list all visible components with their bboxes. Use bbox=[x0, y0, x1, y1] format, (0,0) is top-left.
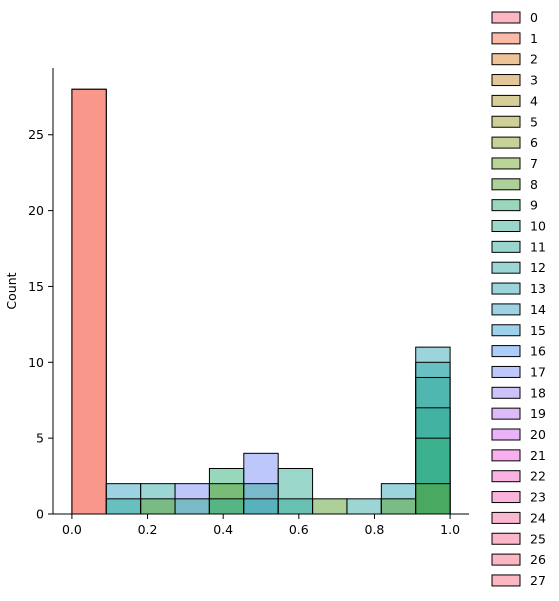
legend-label-1: 1 bbox=[530, 31, 538, 46]
y-axis-label: Count bbox=[4, 272, 19, 309]
legend-swatch-24 bbox=[491, 511, 521, 524]
legend-swatch-25 bbox=[491, 532, 521, 545]
legend-label-11: 11 bbox=[530, 239, 546, 254]
legend-swatch-20 bbox=[491, 428, 521, 441]
x-tick-label: 0.8 bbox=[365, 522, 385, 537]
histogram-bar-series-10-bin-4 bbox=[208, 498, 245, 515]
legend-swatch-7 bbox=[491, 157, 521, 170]
legend-swatch-13 bbox=[491, 282, 521, 295]
legend-label-19: 19 bbox=[530, 406, 546, 421]
legend-label-18: 18 bbox=[530, 385, 546, 400]
x-tick-label: 0.6 bbox=[289, 522, 309, 537]
legend-label-22: 22 bbox=[530, 469, 546, 484]
legend-label-14: 14 bbox=[530, 302, 546, 317]
legend-label-25: 25 bbox=[530, 531, 546, 546]
axes-layer bbox=[52, 68, 469, 515]
y-tick-label: 0 bbox=[36, 507, 44, 522]
legend-label-6: 6 bbox=[530, 135, 538, 150]
histogram-bar-series-12-bin-8 bbox=[346, 498, 382, 515]
legend-label-0: 0 bbox=[530, 10, 538, 25]
legend-label-13: 13 bbox=[530, 281, 546, 296]
legend-label-8: 8 bbox=[530, 177, 538, 192]
legend: 0123456789101112131415161718192021222324… bbox=[491, 10, 546, 588]
histogram-bar-series-8-bin-2 bbox=[140, 498, 176, 515]
ticks-layer: 0.0 0.2 0.4 0.6 0.8 1.0 0 5 10 15 20 25 bbox=[28, 127, 460, 537]
histogram-bar-series-8-bin-7 bbox=[312, 498, 348, 515]
legend-swatch-8 bbox=[491, 178, 521, 191]
legend-swatch-21 bbox=[491, 449, 521, 462]
legend-label-26: 26 bbox=[530, 552, 546, 567]
legend-label-21: 21 bbox=[530, 448, 546, 463]
legend-label-23: 23 bbox=[530, 490, 546, 505]
legend-swatch-14 bbox=[491, 303, 521, 316]
y-tick-label: 20 bbox=[28, 203, 44, 218]
histogram-bar-series-11-bin-1 bbox=[105, 498, 142, 515]
legend-label-27: 27 bbox=[530, 573, 546, 588]
y-tick-label: 5 bbox=[36, 431, 44, 446]
x-tick-label: 1.0 bbox=[440, 522, 460, 537]
legend-label-2: 2 bbox=[530, 52, 538, 67]
legend-label-20: 20 bbox=[530, 427, 546, 442]
legend-swatch-3 bbox=[491, 74, 521, 87]
histogram-bar-series-10-bin-3 bbox=[174, 498, 210, 515]
histogram-bar-series-12-bin-5 bbox=[243, 498, 279, 515]
legend-label-12: 12 bbox=[530, 260, 546, 275]
legend-swatch-9 bbox=[491, 199, 521, 212]
legend-label-4: 4 bbox=[530, 93, 538, 108]
histogram-bar-series-8-bin-9 bbox=[380, 498, 417, 515]
legend-label-17: 17 bbox=[530, 364, 546, 379]
y-tick-label: 25 bbox=[28, 127, 44, 142]
legend-label-5: 5 bbox=[530, 114, 538, 129]
legend-label-7: 7 bbox=[530, 156, 538, 171]
histogram-bar-series-1-bin-0 bbox=[71, 88, 107, 515]
legend-swatch-5 bbox=[491, 115, 521, 128]
bars-layer bbox=[71, 88, 451, 515]
legend-label-15: 15 bbox=[530, 323, 546, 338]
legend-swatch-12 bbox=[491, 261, 521, 274]
legend-swatch-22 bbox=[491, 470, 521, 483]
y-tick-label: 10 bbox=[28, 355, 44, 370]
legend-swatch-27 bbox=[491, 574, 521, 587]
legend-swatch-15 bbox=[491, 324, 521, 337]
legend-label-16: 16 bbox=[530, 344, 546, 359]
y-tick-label: 15 bbox=[28, 279, 44, 294]
x-tick-label: 0.4 bbox=[213, 522, 233, 537]
histogram-bar-series-11-bin-6 bbox=[277, 498, 314, 515]
legend-swatch-16 bbox=[491, 345, 521, 358]
legend-label-10: 10 bbox=[530, 219, 546, 234]
legend-swatch-19 bbox=[491, 407, 521, 420]
x-tick-label: 0.2 bbox=[138, 522, 158, 537]
legend-label-24: 24 bbox=[530, 510, 546, 525]
legend-swatch-2 bbox=[491, 53, 521, 66]
legend-swatch-26 bbox=[491, 553, 521, 566]
histogram-bar-series-8-bin-10 bbox=[415, 483, 451, 515]
x-tick-label: 0.0 bbox=[62, 522, 82, 537]
legend-swatch-1 bbox=[491, 32, 521, 45]
legend-label-9: 9 bbox=[530, 198, 538, 213]
legend-swatch-17 bbox=[491, 365, 521, 378]
legend-swatch-6 bbox=[491, 136, 521, 149]
legend-swatch-18 bbox=[491, 386, 521, 399]
legend-swatch-4 bbox=[491, 94, 521, 107]
legend-label-3: 3 bbox=[530, 73, 538, 88]
legend-swatch-11 bbox=[491, 240, 521, 253]
legend-swatch-23 bbox=[491, 491, 521, 504]
legend-swatch-0 bbox=[491, 11, 521, 24]
legend-swatch-10 bbox=[491, 220, 521, 232]
